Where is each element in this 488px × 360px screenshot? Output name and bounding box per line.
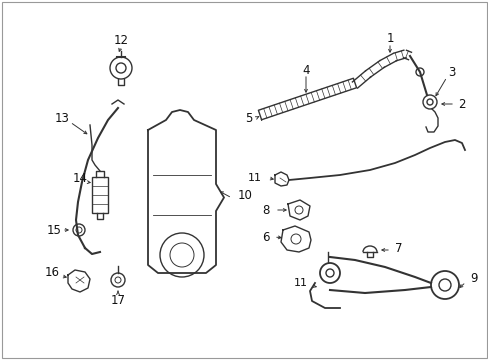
Text: 14: 14 xyxy=(72,171,87,185)
Text: 6: 6 xyxy=(262,230,269,243)
Text: 16: 16 xyxy=(44,266,60,279)
Text: 1: 1 xyxy=(386,32,393,45)
Text: 10: 10 xyxy=(238,189,252,202)
Text: 4: 4 xyxy=(302,63,309,77)
Text: 12: 12 xyxy=(113,33,128,46)
Text: 2: 2 xyxy=(457,98,465,111)
Text: 11: 11 xyxy=(247,173,262,183)
Text: 3: 3 xyxy=(447,66,455,78)
Text: 8: 8 xyxy=(262,203,269,216)
Text: 13: 13 xyxy=(55,112,69,125)
Text: 7: 7 xyxy=(394,242,402,255)
Text: 15: 15 xyxy=(46,224,61,237)
Bar xyxy=(92,177,108,213)
Text: 5: 5 xyxy=(244,112,251,125)
Text: 11: 11 xyxy=(293,278,307,288)
Text: 9: 9 xyxy=(469,271,476,284)
Text: 17: 17 xyxy=(110,293,125,306)
